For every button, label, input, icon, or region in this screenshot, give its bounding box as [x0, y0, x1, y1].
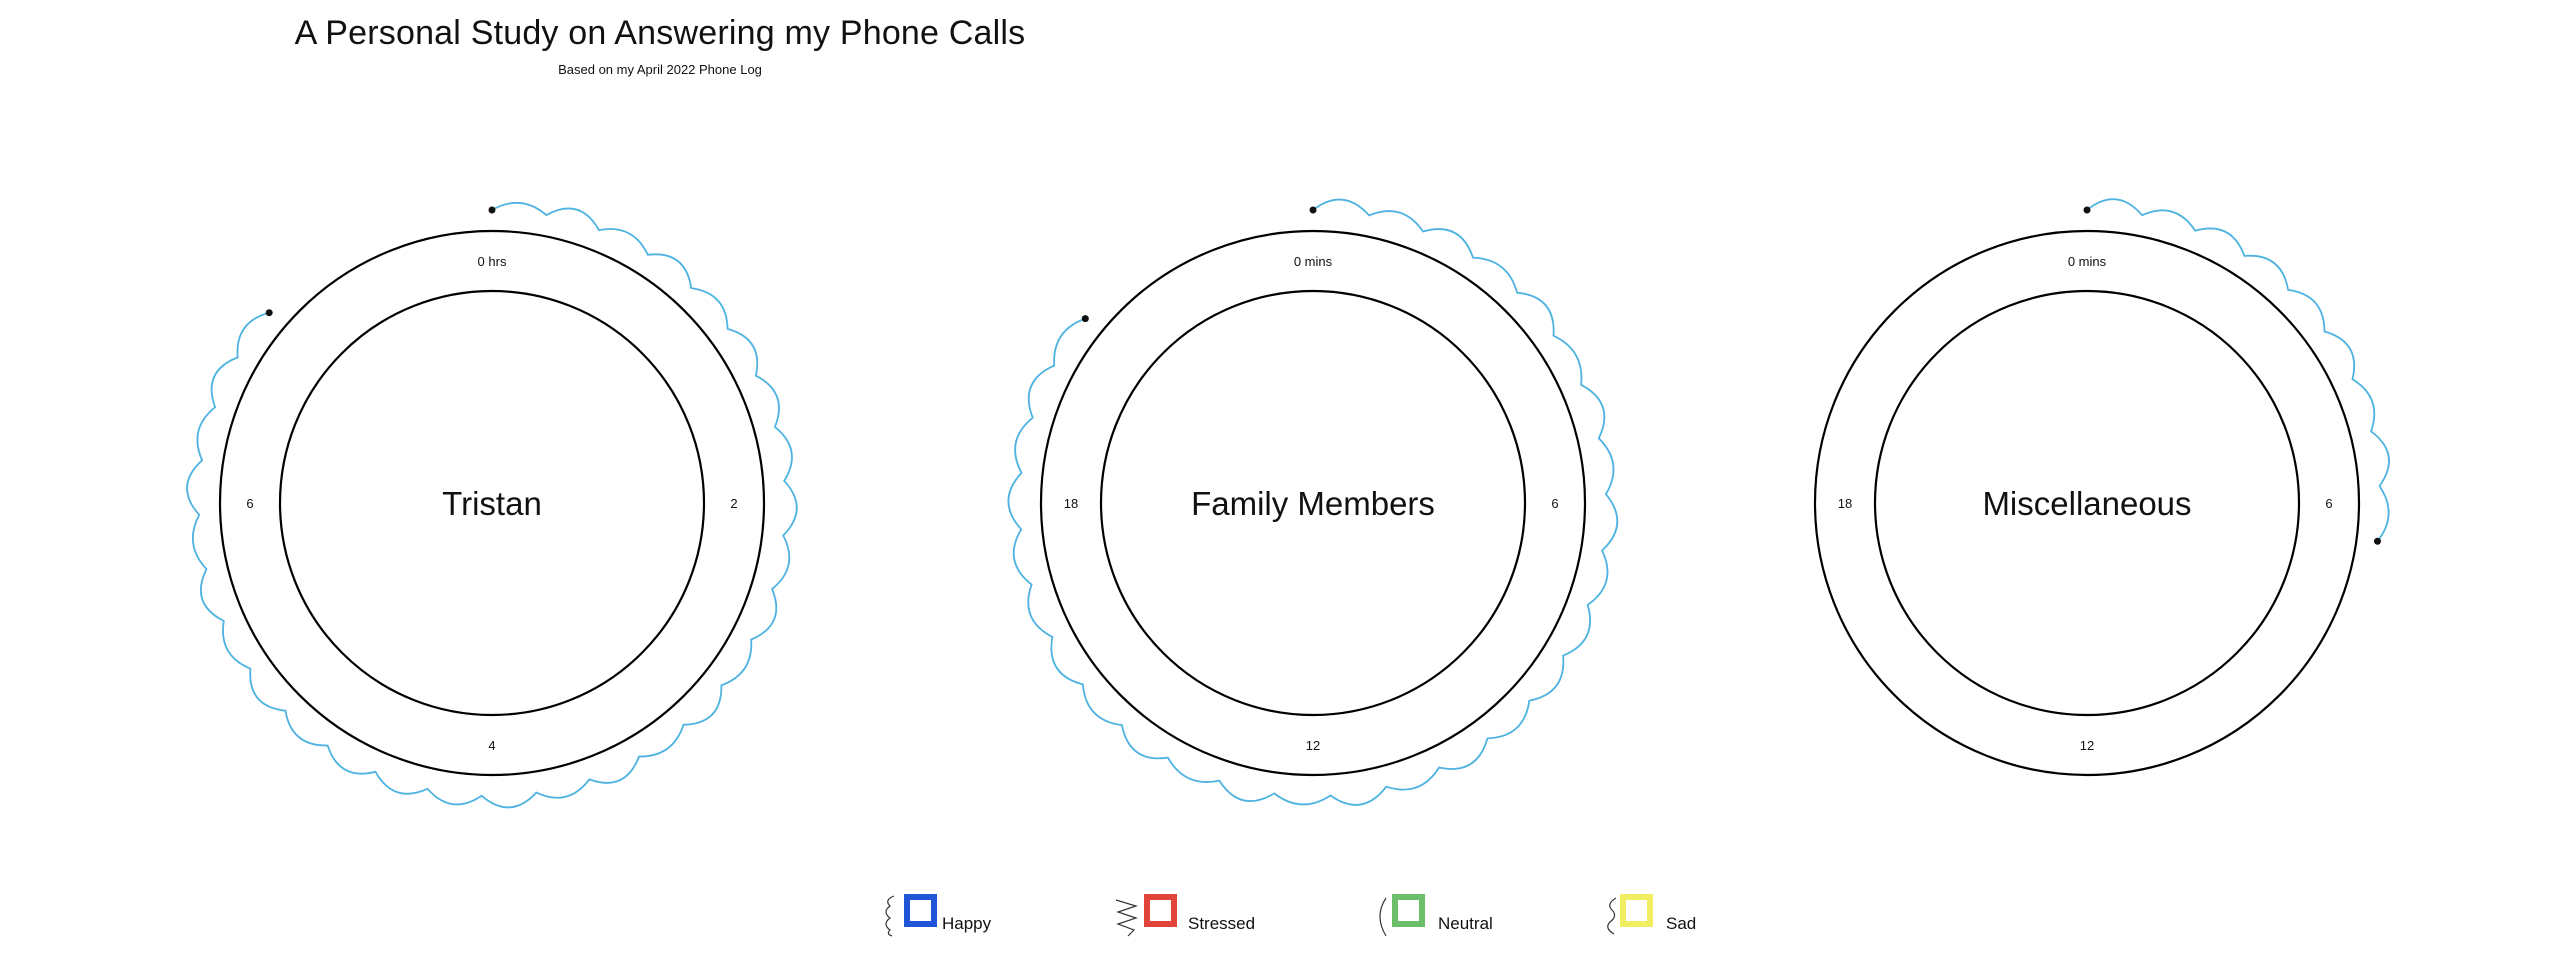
- tristan-tick-label: 0 hrs: [478, 254, 507, 269]
- scallop-icon: [885, 895, 895, 937]
- tristan-inner-ring: [278, 289, 706, 717]
- miscellaneous-outer-ring: [1813, 229, 2361, 777]
- family-members-trace-start-dot: [1309, 206, 1317, 214]
- family-members-tick-label: 0 mins: [1294, 254, 1333, 269]
- miscellaneous-tick-label: 12: [2080, 738, 2094, 753]
- family-members-center-label: Family Members: [1191, 485, 1435, 522]
- tristan-outer-ring: [218, 229, 766, 777]
- legend-item-stressed: Stressed: [1112, 886, 1272, 937]
- legend-swatch-sad: [1620, 894, 1653, 927]
- legend-label-happy: Happy: [942, 914, 992, 933]
- legend-item-neutral: Neutral: [1372, 886, 1532, 937]
- miscellaneous-tick-label: 6: [2325, 496, 2332, 511]
- miscellaneous-inner-ring: [1873, 289, 2301, 717]
- legend-swatch-neutral: [1392, 894, 1425, 927]
- miscellaneous-center-label: Miscellaneous: [1982, 485, 2191, 522]
- wave-icon: [1607, 897, 1617, 935]
- family-members-tick-label: 6: [1551, 496, 1558, 511]
- arc-icon: [1379, 897, 1387, 937]
- legend-label-neutral: Neutral: [1438, 914, 1493, 933]
- zigzag-icon: [1115, 899, 1138, 937]
- miscellaneous-trace-end-dot: [2373, 537, 2381, 545]
- miscellaneous-call-trace: [2086, 198, 2390, 542]
- family-members-tick-label: 18: [1064, 496, 1078, 511]
- legend-label-sad: Sad: [1666, 914, 1697, 933]
- family-members-tick-label: 12: [1306, 738, 1320, 753]
- tristan-trace-end-dot: [265, 309, 273, 317]
- legend-swatch-stressed: [1144, 894, 1177, 927]
- family-members-call-trace: [1007, 198, 1619, 806]
- family-members-trace-end-dot: [1081, 315, 1089, 323]
- tristan-tick-label: 2: [730, 496, 737, 511]
- legend-swatch-happy: [904, 894, 937, 927]
- miscellaneous-trace-start-dot: [2083, 206, 2091, 214]
- miscellaneous-tick-label: 0 mins: [2068, 254, 2107, 269]
- tristan-tick-label: 6: [246, 496, 253, 511]
- miscellaneous-tick-label: 18: [1838, 496, 1852, 511]
- family-members-outer-ring: [1039, 229, 1587, 777]
- legend-item-happy: Happy: [880, 886, 1020, 937]
- family-members-inner-ring: [1099, 289, 1527, 717]
- tristan-tick-label: 4: [488, 738, 495, 753]
- tristan-call-trace: [186, 202, 798, 809]
- chart-title: A Personal Study on Answering my Phone C…: [294, 14, 1026, 52]
- legend-label-stressed: Stressed: [1188, 914, 1256, 933]
- chart-subtitle: Based on my April 2022 Phone Log: [558, 62, 762, 77]
- legend-item-sad: Sad: [1600, 886, 1720, 935]
- tristan-center-label: Tristan: [442, 485, 542, 522]
- tristan-trace-start-dot: [488, 206, 496, 214]
